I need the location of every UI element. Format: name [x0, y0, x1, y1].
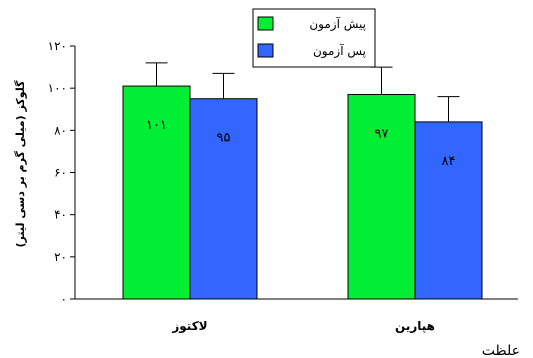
y-ticks: ۰ ۲۰ ۴۰ ۶۰ ۸۰ ۱۰۰ ۱۲۰ — [48, 39, 75, 306]
legend-swatch-pre — [257, 16, 274, 31]
bar — [347, 93, 416, 300]
error-bars — [145, 62, 460, 122]
bar — [189, 98, 258, 300]
category-labels: لاکتوز هپارین — [171, 319, 435, 334]
y-tick-label: ۱۰۰ — [48, 81, 67, 95]
legend-label-post: پس آزمون — [313, 43, 366, 59]
legend-label-pre: پیش آزمون — [309, 16, 366, 32]
legend-swatch-post — [257, 43, 274, 58]
data-labels: ۱۰۱ ۹۵ ۹۷ ۸۴ — [146, 118, 455, 169]
bar — [414, 121, 483, 300]
y-tick-label: ۰ — [61, 292, 67, 306]
footer-text: علظت — [482, 343, 520, 358]
y-axis-label: گلوکز (میلی گرم بر دسی لیتر) — [14, 80, 27, 248]
data-label: ۸۴ — [442, 154, 456, 169]
y-tick-label: ۱۲۰ — [48, 39, 67, 53]
y-tick-label: ۴۰ — [54, 208, 67, 222]
y-tick-label: ۸۰ — [54, 123, 67, 137]
data-label: ۹۷ — [375, 126, 389, 141]
data-label: ۱۰۱ — [146, 118, 167, 133]
legend: پیش آزمون پس آزمون — [252, 8, 376, 68]
y-tick-label: ۲۰ — [54, 250, 67, 264]
data-label: ۹۵ — [217, 131, 231, 146]
x-category-label: هپارین — [395, 319, 435, 333]
y-tick-label: ۶۰ — [54, 166, 67, 180]
bars — [122, 85, 483, 300]
x-category-label: لاکتوز — [171, 319, 207, 334]
